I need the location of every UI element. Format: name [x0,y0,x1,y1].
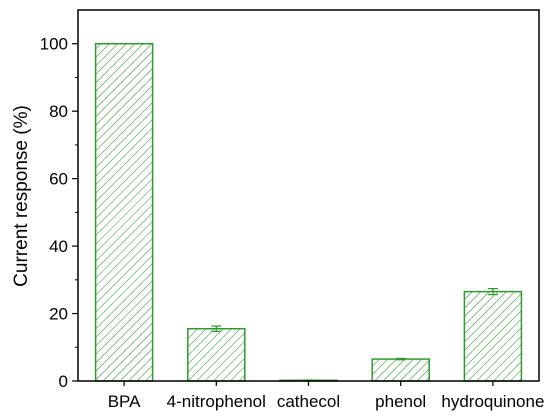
y-tick-label: 80 [49,102,68,121]
bar-phenol [371,358,430,382]
x-tick-label: phenol [375,392,426,411]
axes-layer: BPA 4-nitrophenol cathecol phenol hydroquino… [40,35,545,411]
x-tick-label: hydroquinone [441,392,544,411]
bar-bpa [94,42,154,382]
y-tick-label: 0 [59,372,68,391]
x-tick-label: BPA [108,392,141,411]
bars-layer [94,42,523,382]
error-bar [211,325,222,333]
y-tick-label: 20 [49,305,68,324]
error-bar [395,357,406,361]
error-bar [487,287,498,296]
y-tick-label: 100 [40,35,68,54]
bar-hydroquinone [463,290,523,382]
y-axis-label: Current response (%) [11,105,32,287]
x-tick-label: cathecol [277,392,340,411]
x-tick-label: 4-nitrophenol [167,392,266,411]
bar-4-nitrophenol [187,327,246,382]
y-tick-label: 60 [49,170,68,189]
y-tick-label: 40 [49,237,68,256]
